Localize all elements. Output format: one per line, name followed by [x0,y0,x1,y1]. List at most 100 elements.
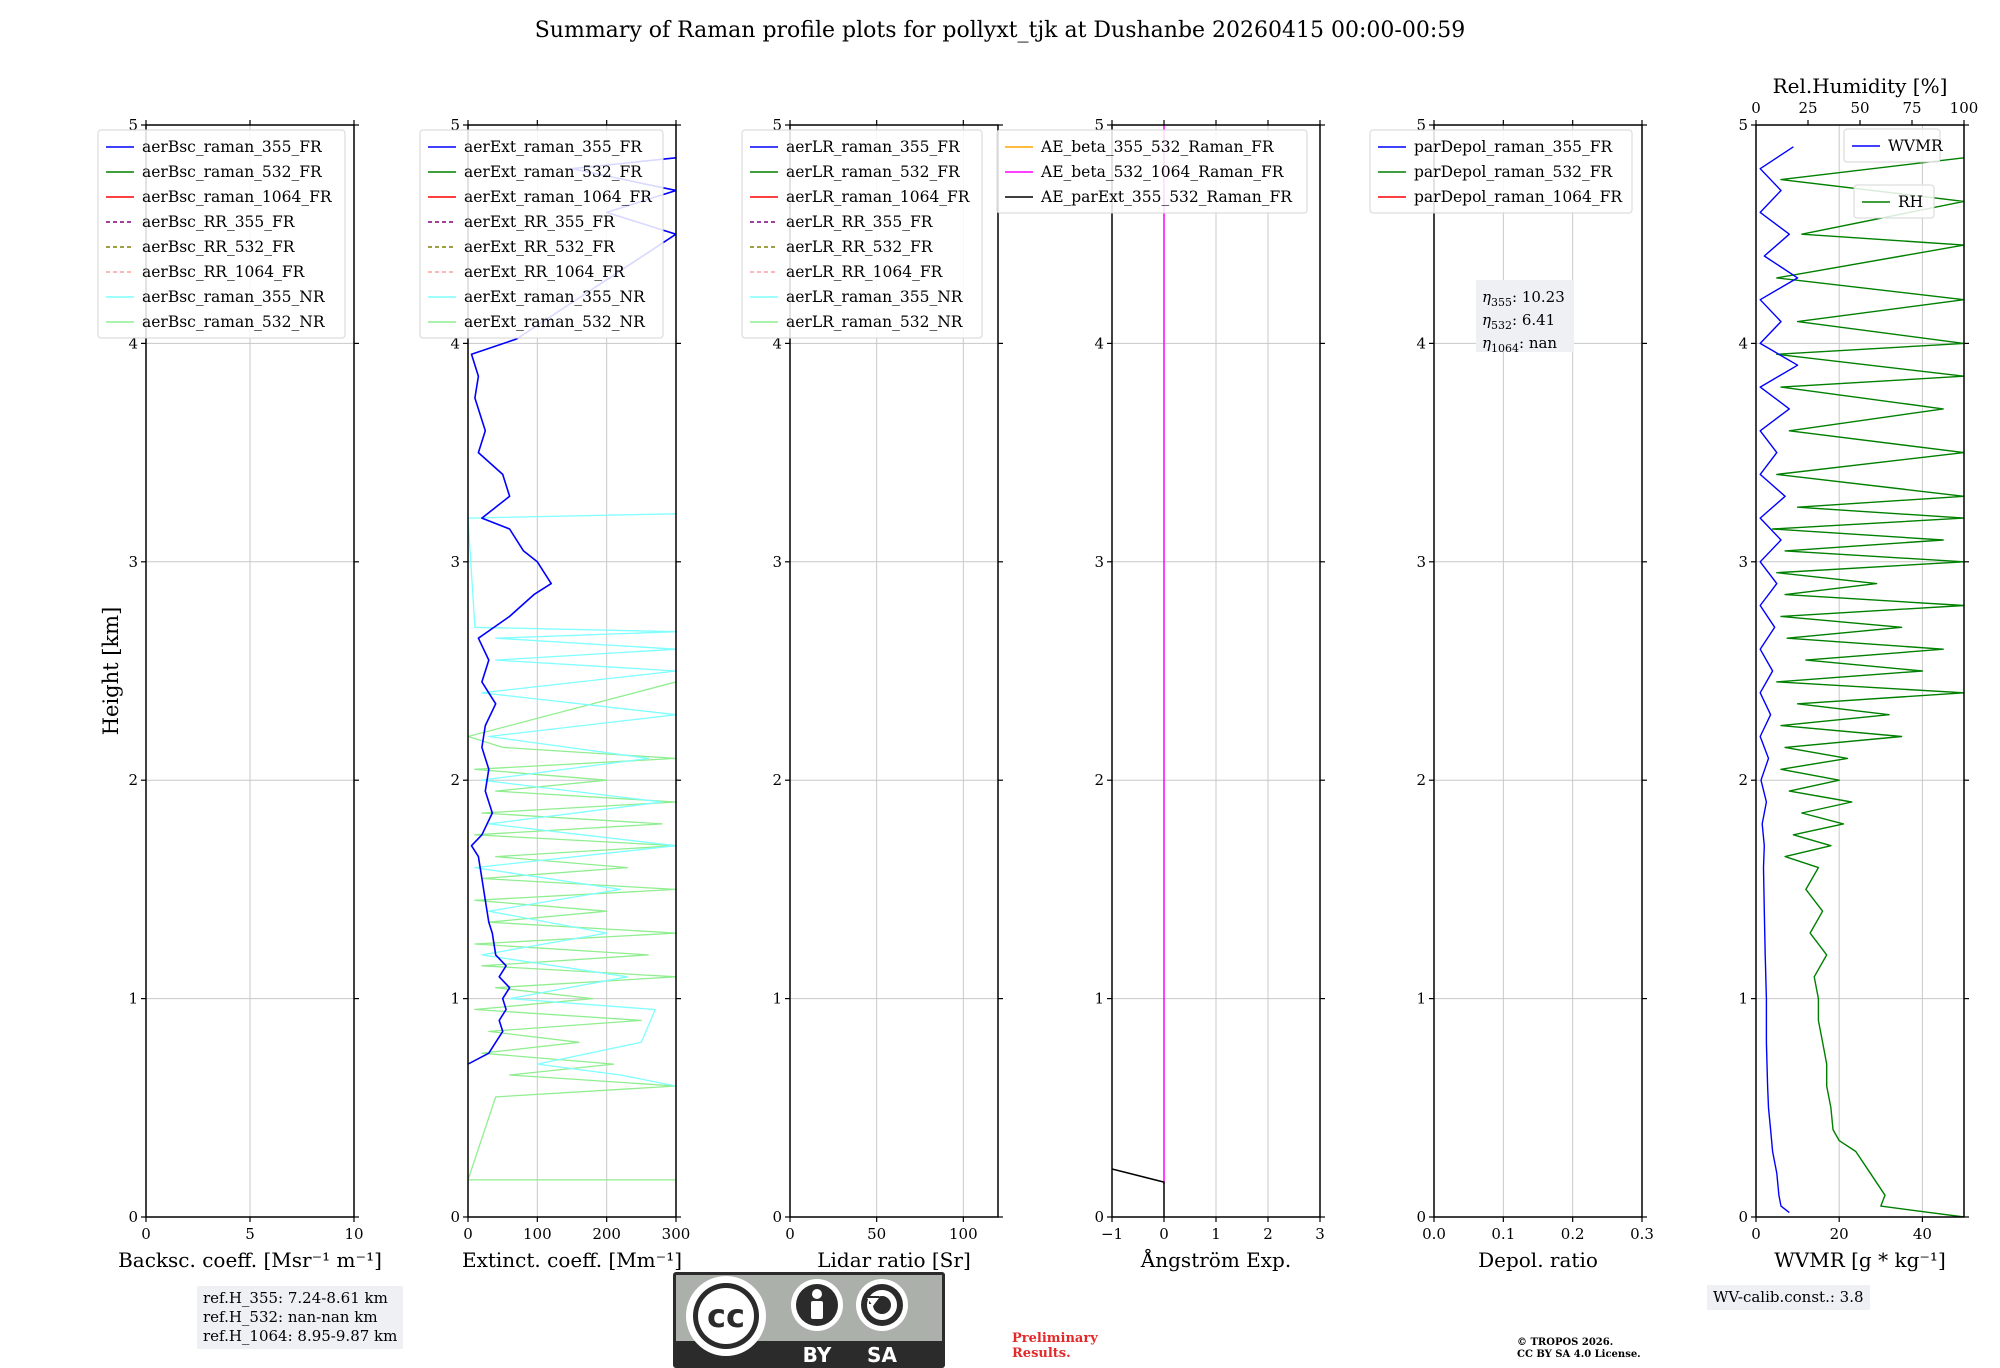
x-tick-label: 0.2 [1561,1225,1585,1243]
x-tick-label: 40 [1913,1225,1932,1243]
y-tick-label: 5 [450,116,460,134]
y-tick-label: 0 [1416,1208,1426,1226]
cc-mark: cc [707,1297,745,1335]
y-tick-label: 4 [1416,334,1426,352]
x2-axis-label: Rel.Humidity [%] [1773,74,1948,98]
y-tick-label: 0 [1738,1208,1748,1226]
legend-label: aerLR_raman_532_NR [786,313,964,331]
legend-label: RH [1898,193,1923,211]
y-tick-label: 4 [450,334,460,352]
y-tick-label: 1 [1738,990,1748,1008]
legend-label: AE_beta_532_1064_Raman_FR [1040,163,1285,181]
legend: aerBsc_raman_355_FR aerBsc_raman_532_FRae… [97,129,346,339]
annotation-line: η1064: nan [1482,334,1557,355]
x-tick-label: 20 [1830,1225,1849,1243]
x-tick-label: 2 [1263,1225,1273,1243]
y-tick-label: 2 [128,771,138,789]
y-tick-label: 5 [1094,116,1104,134]
annotation-line: η355: 10.23 [1482,288,1565,309]
axes-frame [789,124,999,1218]
x-tick-label: 0 [785,1225,795,1243]
wv-calibration-box: WV-calib.const.: 3.8 [1707,1285,1870,1310]
legend-label: aerExt_RR_1064_FR [464,263,626,281]
x-tick-label: 1 [1211,1225,1221,1243]
x-tick-label: 300 [662,1225,691,1243]
y-tick-label: 5 [128,116,138,134]
legend-label: aerBsc_raman_1064_FR [142,188,333,206]
y-tick-label: 3 [1094,553,1104,571]
y-tick-label: 3 [772,553,782,571]
legend-label: aerBsc_raman_355_NR [142,288,326,306]
copyright-line-2: CC BY SA 4.0 License. [1517,1349,1641,1360]
x-axis-label: Extinct. coeff. [Mm⁻¹] [462,1248,682,1272]
legend-label: aerLR_RR_355_FR [786,213,934,231]
legend-label: aerExt_RR_532_FR [464,238,616,256]
y-tick-label: 4 [1094,334,1104,352]
x-tick-label: 5 [245,1225,255,1243]
refh-1064: ref.H_1064: 8.95-9.87 km [203,1327,398,1345]
copyright-note: © TROPOS 2026. CC BY SA 4.0 License. [1517,1337,1641,1361]
y-tick-label: 5 [1416,116,1426,134]
legend-wvmr: WVMR [1843,128,1944,163]
legend: parDepol_raman_355_FR parDepol_raman_532_… [1369,129,1633,214]
legend-label: AE_parExt_355_532_Raman_FR [1040,188,1293,206]
x-tick-label: 3 [1315,1225,1325,1243]
legend-label: aerBsc_raman_355_FR [142,138,323,156]
series-line-aerExt_raman_355_FR [468,157,676,1065]
series-line-aerExt_raman_355_NR [468,513,676,1087]
legend-label: aerBsc_RR_1064_FR [142,263,306,281]
y-tick-label: 0 [1094,1208,1104,1226]
legend-label: parDepol_raman_1064_FR [1414,188,1623,206]
y-tick-label: 2 [450,771,460,789]
legend-label: parDepol_raman_355_FR [1414,138,1614,156]
legend-label: WVMR [1888,137,1944,155]
x-axis-label: Lidar ratio [Sr] [817,1248,971,1272]
legend: AE_beta_355_532_Raman_FR AE_beta_532_1064… [996,129,1308,214]
legend-label: aerExt_RR_355_FR [464,213,616,231]
x-tick-label: 0 [141,1225,151,1243]
legend-label: aerBsc_RR_532_FR [142,238,296,256]
legend-label: aerLR_RR_1064_FR [786,263,944,281]
legend-label: aerExt_raman_1064_FR [464,188,653,206]
legend-frame [996,129,1308,214]
x-tick-label: 0 [1159,1225,1169,1243]
panel-ext: 0 1 2 3 4 5 0 100 200 300 Extinct. coeff. [Mm⁻¹] ae… [419,116,691,1272]
legend-label: parDepol_raman_532_FR [1414,163,1614,181]
legend: aerExt_raman_355_FR aerExt_raman_532_FRae… [419,129,664,339]
legend-label: aerLR_raman_355_NR [786,288,964,306]
y-tick-label: 3 [1738,553,1748,571]
wv-calib-text: WV-calib.const.: 3.8 [1713,1288,1864,1306]
legend-label: aerLR_raman_532_FR [786,163,961,181]
series-line-RH [1771,157,1964,1217]
x2-tick-label: 100 [1950,99,1979,117]
legend-label: aerExt_raman_532_FR [464,163,643,181]
legend-frame [1853,184,1935,219]
x-tick-label: −1 [1101,1225,1123,1243]
series-line-WVMR [1759,146,1799,1214]
legend-label: aerLR_RR_532_FR [786,238,934,256]
y-tick-label: 1 [1416,990,1426,1008]
reference-height-box: ref.H_355: 7.24-8.61 km ref.H_532: nan-n… [197,1286,404,1349]
series-line-aerExt_raman_532_NR [468,681,676,1181]
y-tick-label: 3 [1416,553,1426,571]
legend-label: aerLR_raman_355_FR [786,138,961,156]
legend-label: aerLR_raman_1064_FR [786,188,971,206]
x-tick-label: 10 [344,1225,363,1243]
y-tick-label: 4 [1738,334,1748,352]
y-axis-label: Height [km] [99,607,123,736]
legend-label: aerBsc_raman_532_FR [142,163,323,181]
legend-rh: RH [1853,184,1935,219]
x-tick-label: 0.3 [1630,1225,1654,1243]
cc-by-sa-license-badge: cc BY SA [673,1272,945,1368]
preliminary-results-note: Preliminary Results. [1012,1331,1098,1361]
copyright-line-1: © TROPOS 2026. [1517,1337,1614,1348]
y-tick-label: 0 [772,1208,782,1226]
x-tick-label: 0 [1751,1225,1761,1243]
legend-frame [741,129,983,339]
panel-bsc: 0 1 2 3 4 5 0 5 10 Backsc. coeff. [Msr⁻¹ m⁻¹] aerB… [97,116,382,1272]
y-tick-label: 0 [128,1208,138,1226]
